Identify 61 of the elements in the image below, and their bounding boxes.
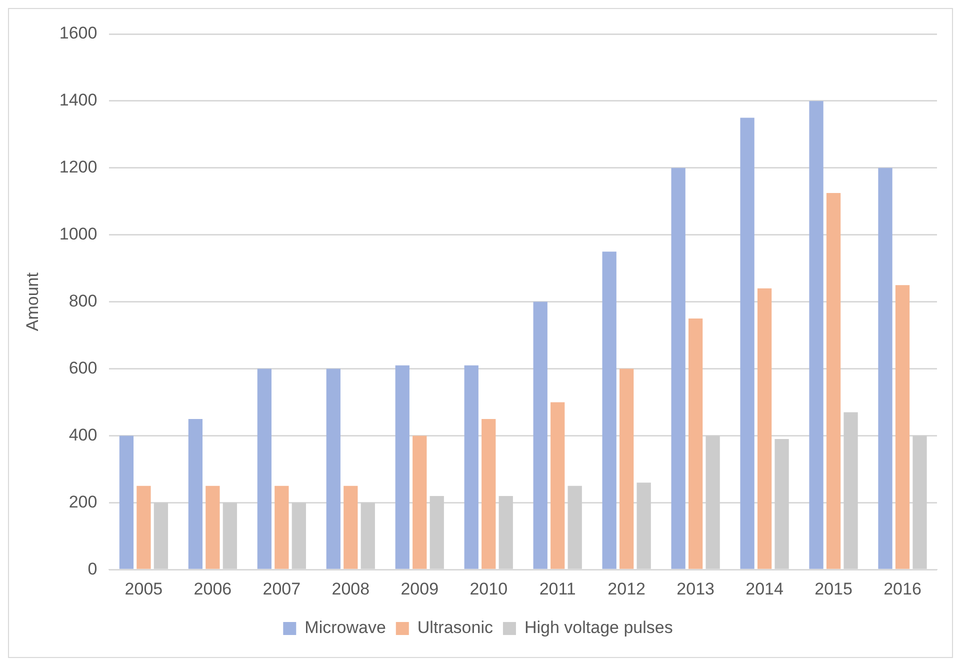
bar (222, 502, 238, 569)
bar (274, 486, 289, 569)
y-axis-title: Amount (22, 272, 42, 332)
y-tick-label: 400 (68, 425, 98, 444)
bar (119, 436, 134, 569)
y-tick-label: 0 (88, 559, 98, 578)
bar (620, 368, 634, 569)
bar (257, 368, 272, 569)
bar (757, 288, 772, 569)
x-tick-label: 2009 (400, 579, 439, 598)
bar (809, 100, 824, 569)
bar (688, 318, 703, 569)
bar (326, 368, 340, 569)
x-tick-label: 2016 (884, 579, 922, 598)
bar (360, 502, 375, 569)
y-tick-label: 200 (68, 492, 98, 512)
x-tick-label: 2008 (332, 579, 370, 598)
bar (568, 486, 582, 569)
x-tick-label: 2015 (814, 579, 852, 598)
x-tick-label: 2012 (608, 579, 646, 598)
x-tick-label: 2013 (676, 579, 714, 598)
bar (292, 502, 306, 569)
x-tick-label: 2014 (746, 579, 784, 598)
bar (344, 486, 358, 569)
bar (636, 482, 651, 569)
bar (844, 412, 858, 569)
y-tick-label: 1400 (59, 90, 98, 110)
bar (412, 436, 427, 569)
bar (912, 436, 927, 569)
x-tick-label: 2006 (194, 579, 232, 598)
bar (206, 486, 220, 569)
y-tick-label: 600 (68, 358, 98, 378)
legend-label: Microwave (304, 618, 386, 638)
bar (878, 168, 892, 569)
bar (602, 252, 616, 569)
bar (395, 365, 410, 569)
bar (430, 496, 444, 569)
y-tick-label: 1200 (59, 158, 98, 177)
bar (188, 418, 203, 569)
bar (671, 168, 686, 569)
legend-label: High voltage pulses (524, 618, 673, 638)
bar (706, 436, 720, 569)
x-tick-label: 2010 (470, 579, 508, 598)
bar (136, 486, 151, 569)
x-tick-label: 2007 (262, 579, 301, 598)
bar (482, 418, 496, 569)
y-tick-label: 800 (68, 291, 98, 310)
y-tick-label: 1000 (59, 224, 98, 244)
bar (895, 285, 910, 569)
y-tick-label: 1600 (59, 24, 98, 43)
x-tick-label: 2011 (539, 579, 576, 598)
bar (498, 496, 513, 569)
bar (550, 402, 565, 569)
bar (464, 365, 478, 569)
bar (740, 118, 754, 569)
bar (154, 502, 168, 569)
bar (533, 302, 548, 569)
bar (826, 193, 841, 569)
bar (774, 439, 789, 569)
x-tick-label: 2005 (124, 579, 163, 598)
legend-label: Ultrasonic (417, 618, 494, 638)
